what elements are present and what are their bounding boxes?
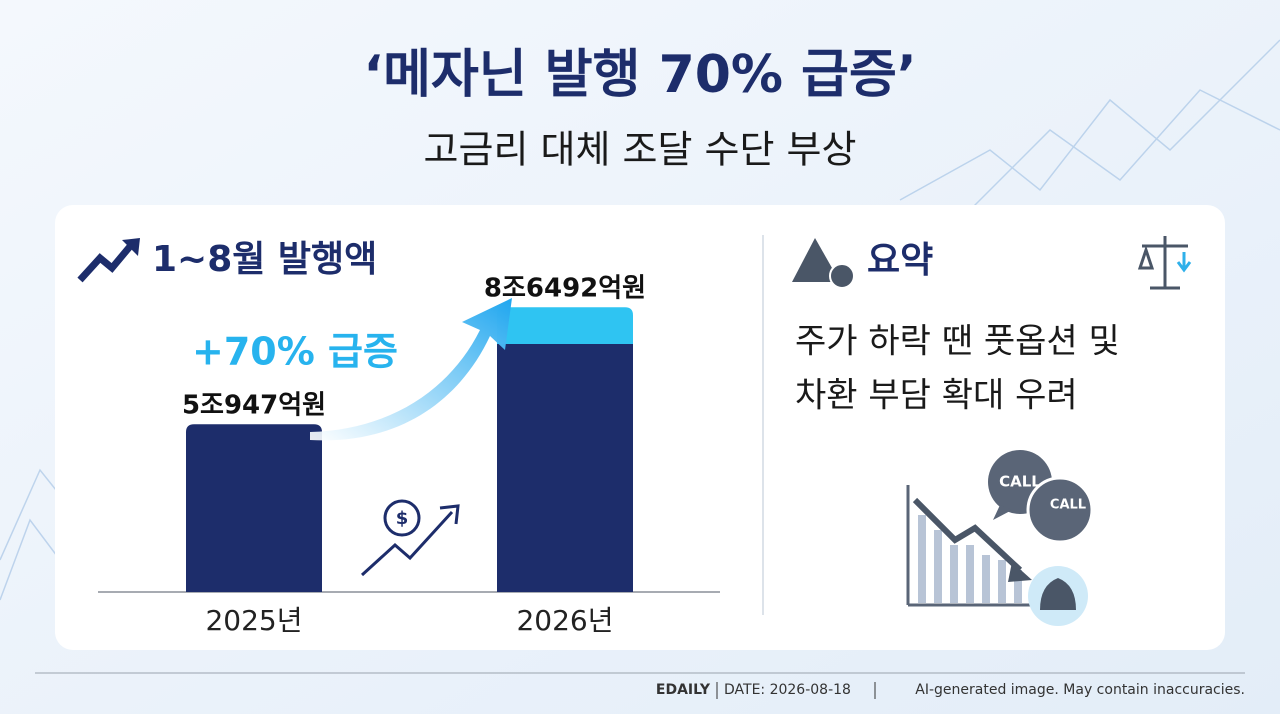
trend-icon [77,241,135,283]
x-tick-label: 2026년 [516,604,613,637]
footer-disclaimer: AI-generated image. May contain inaccura… [915,682,1245,698]
value-label: 8조6492억원 [484,274,646,304]
bar [186,424,322,592]
card [55,205,1225,650]
chart-title: 1~8월 발행액 [152,239,377,280]
title: ‘메자닌 발행 70% 급증’ [363,45,916,105]
summary-line: 주가 하락 땐 풋옵션 및 [795,322,1120,362]
bar [497,307,633,592]
scale-icon [1137,236,1188,290]
footer-source: EDAILY [656,682,711,698]
down-icon [1176,252,1192,273]
warning-coin [829,263,855,289]
growth-arrow [310,298,512,441]
value-label: 5조947억원 [182,391,326,421]
summary-title: 요약 [867,240,933,281]
dollar-icon [360,499,460,577]
bar-group: 5조947억원 2025년 8조6492억원 2026년 [182,274,646,637]
x-tick-label: 2025년 [205,604,302,637]
call-label: CALL [1050,498,1086,513]
trend-icon-head [122,238,140,256]
warning-icon [792,238,840,282]
annotation: +70% 급증 [192,330,398,374]
call-label: CALL [999,473,1041,491]
decline-illustration [906,450,1094,626]
footer-date: DATE: 2026-08-18 [724,682,851,698]
summary-line: 차환 부담 확대 우려 [795,376,1078,416]
subtitle: 고금리 대체 조달 수단 부상 [424,128,857,172]
dollar-sign: $ [396,508,409,529]
